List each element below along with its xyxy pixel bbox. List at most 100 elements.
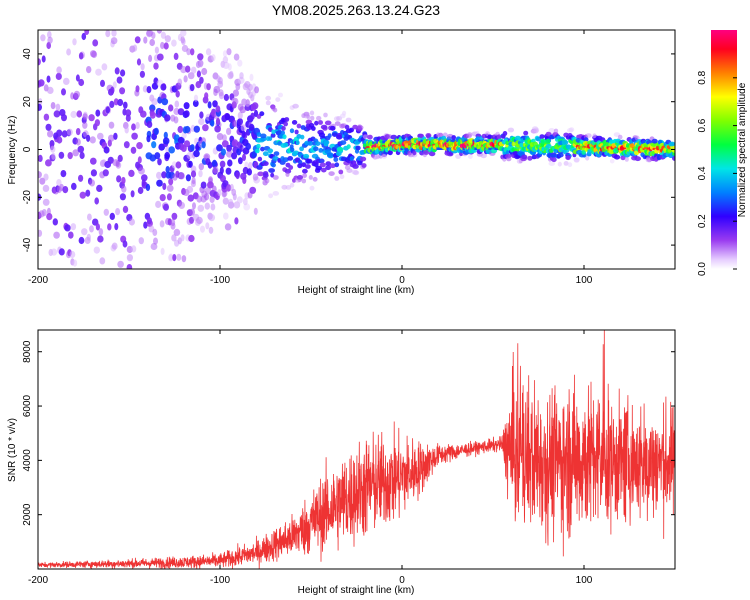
top-y-ticks: -40 -20 0 20 40 xyxy=(22,48,675,252)
heatmap-cell xyxy=(76,110,83,118)
heatmap-cell xyxy=(502,131,508,136)
heatmap-cell xyxy=(61,88,66,96)
heatmap-cell xyxy=(327,133,332,139)
heatmap-cell xyxy=(278,92,283,98)
bottom-y-ticks: 2000 4000 6000 8000 xyxy=(22,340,675,526)
heatmap-cell xyxy=(325,165,331,171)
heatmap-cell xyxy=(61,114,67,122)
heatmap-cell xyxy=(211,54,216,62)
heatmap-cell xyxy=(282,157,289,163)
top-y-axis-label: Frequency (Hz) xyxy=(7,116,18,185)
heatmap-cell xyxy=(125,109,132,117)
heatmap-cell xyxy=(221,140,229,148)
heatmap-cell xyxy=(198,163,204,171)
heatmap-cell xyxy=(38,79,45,87)
heatmap-cell xyxy=(50,145,56,153)
heatmap-cell xyxy=(153,62,159,70)
heatmap-cell xyxy=(117,260,124,268)
heatmap-cell xyxy=(268,168,275,173)
heatmap-cell xyxy=(212,166,219,174)
heatmap-cell xyxy=(64,224,71,232)
heatmap-cell xyxy=(299,146,304,152)
heatmap-cell xyxy=(107,223,112,231)
heatmap-cell xyxy=(231,152,238,160)
heatmap-cell xyxy=(156,53,164,61)
heatmap-cell xyxy=(198,170,203,178)
heatmap-cell xyxy=(156,171,162,179)
heatmap-cell xyxy=(45,123,52,131)
heatmap-cell xyxy=(209,195,215,203)
snr-panel: -200 -100 0 100 2000 4000 6000 8000 Height of … xyxy=(7,329,676,596)
heatmap-cell xyxy=(259,111,265,117)
heatmap-cell xyxy=(126,264,133,269)
heatmap-cell xyxy=(262,151,269,157)
heatmap-cell xyxy=(200,225,205,233)
heatmap-cell xyxy=(412,150,417,156)
heatmap-cell xyxy=(115,160,120,168)
heatmap-cell xyxy=(88,114,95,122)
heatmap-cell xyxy=(265,100,271,106)
heatmap-cell xyxy=(242,198,248,206)
heatmap-cell xyxy=(233,53,240,61)
heatmap-cell xyxy=(158,143,165,151)
heatmap-cell xyxy=(225,184,231,193)
heatmap-cell xyxy=(573,158,580,163)
heatmap-cell xyxy=(239,72,244,80)
heatmap-cell xyxy=(557,152,564,158)
heatmap-cell xyxy=(523,130,529,136)
heatmap-cell xyxy=(318,148,324,153)
figure-title: YM08.2025.263.13.24.G23 xyxy=(272,2,440,18)
heatmap-cell xyxy=(139,70,145,78)
heatmap-cell xyxy=(141,174,148,182)
heatmap-cell xyxy=(162,182,167,190)
heatmap-cell xyxy=(285,185,292,190)
heatmap-cell xyxy=(51,152,56,160)
heatmap-cell xyxy=(353,170,360,176)
heatmap-cell xyxy=(260,146,265,152)
heatmap-cell xyxy=(46,213,53,221)
heatmap-cell xyxy=(451,135,457,140)
heatmap-cell xyxy=(89,136,96,144)
heatmap-cell xyxy=(178,172,185,180)
heatmap-cell xyxy=(166,193,172,201)
heatmap-cell xyxy=(153,237,158,245)
heatmap-cell xyxy=(569,127,575,132)
heatmap-cell xyxy=(282,134,287,140)
heatmap-cell xyxy=(177,108,185,116)
heatmap-cell xyxy=(123,101,128,109)
heatmap-cell xyxy=(208,214,216,222)
heatmap-cell xyxy=(585,155,590,161)
heatmap-cell xyxy=(245,142,251,151)
heatmap-cell xyxy=(117,154,123,162)
heatmap-cell xyxy=(545,143,552,149)
heatmap-cell xyxy=(268,193,274,199)
heatmap-cell xyxy=(72,38,77,46)
heatmap-cell xyxy=(116,76,123,84)
heatmap-cell xyxy=(131,123,136,131)
heatmap-cell xyxy=(306,158,313,164)
heatmap-cell xyxy=(114,223,119,231)
heatmap-cell xyxy=(68,231,74,239)
heatmap-cell xyxy=(634,156,641,162)
heatmap-cell xyxy=(303,153,310,159)
heatmap-cell xyxy=(583,137,589,143)
heatmap-cell xyxy=(136,142,143,150)
heatmap-cell xyxy=(135,85,140,93)
heatmap-cell xyxy=(47,30,52,39)
heatmap-cell xyxy=(137,156,142,164)
heatmap-cell xyxy=(232,89,239,97)
heatmap-cell xyxy=(297,163,303,169)
heatmap-cell xyxy=(222,197,229,205)
heatmap-cell xyxy=(207,161,213,169)
heatmap-cell xyxy=(223,212,229,220)
heatmap-cell xyxy=(216,144,223,152)
heatmap-cell xyxy=(78,52,84,60)
heatmap-cell xyxy=(211,159,218,167)
heatmap-cell xyxy=(200,181,207,189)
heatmap-cell xyxy=(43,113,50,121)
heatmap-cell xyxy=(273,151,280,157)
heatmap-cell xyxy=(545,139,551,144)
heatmap-cell xyxy=(201,141,206,149)
heatmap-cell xyxy=(652,147,655,151)
heatmap-cell xyxy=(268,136,273,142)
